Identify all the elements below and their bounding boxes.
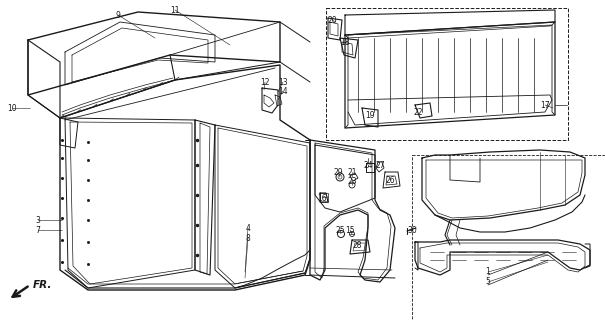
Text: 14: 14 [278,86,288,95]
Text: 12: 12 [260,77,270,86]
Text: FR.: FR. [33,280,53,290]
Text: 27: 27 [375,161,385,170]
Bar [326,8,568,140]
Text: 4: 4 [246,223,250,233]
Text: 24: 24 [363,161,373,170]
Text: 11: 11 [170,5,180,14]
Text: 20: 20 [327,15,337,25]
Text: 18: 18 [340,37,350,46]
Text: 28: 28 [352,241,362,250]
Bar [412,155,605,320]
Text: 8: 8 [246,234,250,243]
Text: 15: 15 [345,226,355,235]
Text: 19: 19 [365,110,375,119]
Text: 9: 9 [116,11,120,20]
Text: 1: 1 [486,268,491,276]
Text: 23: 23 [347,177,357,186]
Text: 7: 7 [36,226,41,235]
Text: 25: 25 [335,226,345,235]
Text: 16: 16 [317,194,327,203]
Text: 10: 10 [7,103,17,113]
Text: 3: 3 [36,215,41,225]
Text: 30: 30 [407,226,417,235]
Text: 13: 13 [278,77,288,86]
Text: 29: 29 [333,167,343,177]
Text: 22: 22 [413,108,423,116]
Bar [320,193,328,202]
Text: 17: 17 [540,100,550,109]
Text: 26: 26 [385,175,395,185]
Text: 21: 21 [347,167,357,177]
Text: 5: 5 [486,277,491,286]
